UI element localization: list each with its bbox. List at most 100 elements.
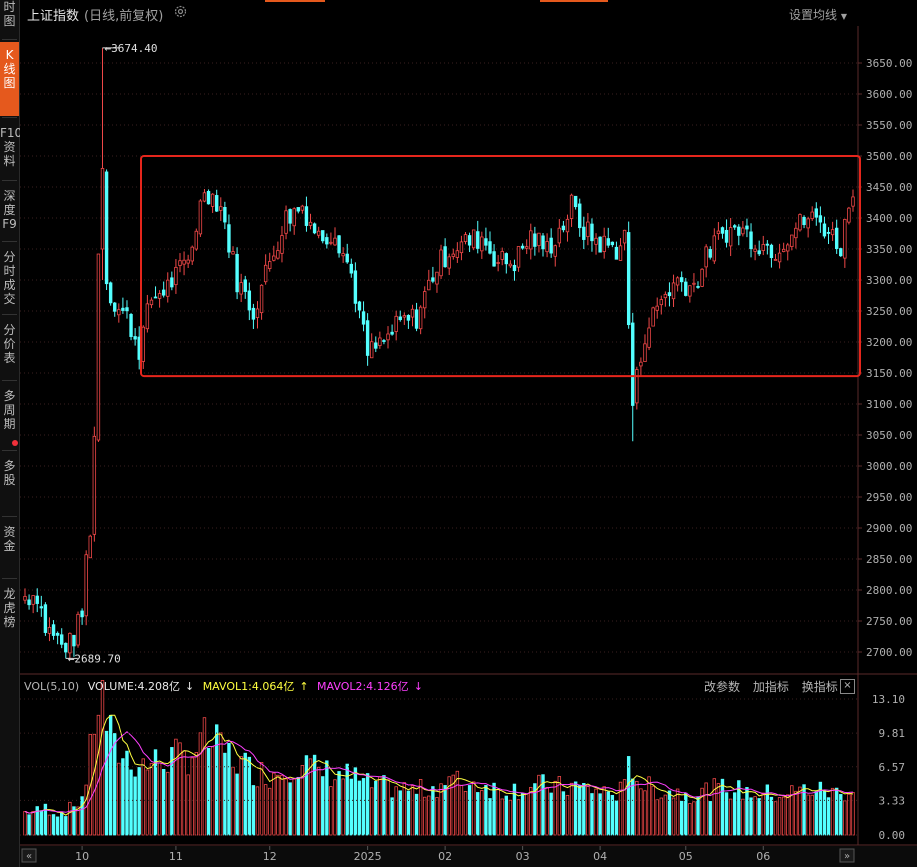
candle-body	[337, 235, 341, 254]
volume-bar	[463, 791, 468, 836]
ma-setting-button[interactable]: 设置均线 ▼	[789, 6, 847, 23]
volume-bar	[337, 771, 341, 836]
volume-bar	[137, 767, 141, 836]
candle-body	[304, 206, 309, 226]
volume-bar	[520, 793, 525, 836]
candle-body	[92, 435, 97, 535]
low-annotation: ←2689.70	[65, 652, 121, 665]
price-tick-label: 3400.00	[866, 212, 912, 225]
volume-bar	[728, 798, 733, 836]
candle-body	[728, 227, 733, 247]
candle-body	[582, 226, 586, 240]
sidebar-item-1[interactable]: K 线 图	[0, 42, 19, 116]
candle-body	[296, 207, 300, 212]
sidebar-item-9[interactable]: 龙 虎 榜	[3, 587, 16, 629]
price-tick-label: 2900.00	[866, 522, 912, 535]
price-tick-label: 3250.00	[866, 305, 912, 318]
candle-body	[753, 248, 757, 252]
candle-body	[259, 284, 264, 314]
volume-bar	[655, 799, 659, 836]
volume-bar	[684, 792, 688, 836]
candle-body	[100, 167, 105, 250]
candle-body	[516, 246, 521, 268]
candle-body	[541, 235, 545, 250]
candle-body	[321, 230, 325, 242]
sidebar-item-5[interactable]: 分 价 表	[3, 323, 16, 365]
scroll-left-button[interactable]: «	[21, 848, 37, 863]
sidebar-item-4[interactable]: 分 时 成 交	[3, 250, 16, 306]
volume-bar	[488, 798, 492, 836]
candle-body	[802, 216, 806, 226]
close-icon[interactable]: ×	[840, 679, 855, 694]
volume-bar	[374, 780, 378, 836]
candle-body	[537, 232, 541, 247]
candle-body	[524, 246, 529, 249]
modify-params-button[interactable]: 改参数	[704, 680, 741, 694]
x-axis-bg	[20, 846, 917, 867]
volume-bar	[141, 758, 145, 836]
volume-bar	[117, 762, 121, 836]
candle-body	[398, 316, 402, 321]
add-indicator-button[interactable]: 加指标	[752, 680, 789, 694]
price-tick-label: 3100.00	[866, 398, 912, 411]
candle-body	[153, 296, 158, 299]
volume-bar	[435, 797, 439, 836]
candle-body	[794, 227, 798, 239]
candle-body	[55, 632, 60, 636]
x-tick-label: 03	[516, 850, 530, 863]
candle-body	[121, 307, 125, 311]
volume-bar	[467, 785, 472, 836]
candle-body	[639, 361, 643, 367]
sidebar-item-6[interactable]: 多 周 期	[3, 389, 16, 431]
volume-bar	[206, 747, 211, 836]
sidebar-item-0[interactable]: 时 图	[3, 0, 16, 28]
volume-bar	[549, 792, 553, 836]
volume-bar	[121, 758, 125, 836]
candle-body	[769, 244, 774, 259]
volume-bar	[692, 801, 696, 836]
volume-bar	[104, 730, 109, 836]
sidebar: 时 图 K 线 图 F10 资 料深 度 F9 分 时 成 交分 价 表多 周 期多 …	[0, 0, 23, 867]
sidebar-item-7[interactable]: 多 股	[3, 459, 16, 487]
volume-bar	[512, 783, 517, 836]
volume-bar	[394, 786, 398, 836]
candle-body	[500, 251, 504, 260]
volume-bar	[231, 766, 235, 836]
sidebar-item-2[interactable]: F10 资 料	[0, 126, 23, 168]
gear-icon[interactable]	[174, 5, 187, 18]
volume-bar	[663, 794, 668, 836]
volume-bar	[161, 769, 166, 836]
sidebar-item-3[interactable]: 深 度 F9	[2, 189, 17, 231]
volume-bar	[724, 792, 729, 836]
candle-body	[284, 210, 288, 234]
volume-bar	[822, 790, 827, 836]
candle-body	[606, 238, 610, 246]
volume-bar	[480, 790, 484, 836]
candle-body	[378, 337, 382, 346]
candle-body	[455, 250, 460, 258]
volume-bar	[753, 796, 757, 836]
candle-body	[806, 218, 810, 229]
sidebar-item-8[interactable]: 资 金	[3, 525, 16, 553]
switch-indicator-button[interactable]: 换指标	[801, 680, 838, 694]
candle-body	[219, 206, 223, 211]
volume-bar	[830, 787, 835, 836]
volume-bar	[610, 794, 615, 836]
candle-body	[68, 632, 72, 654]
price-tick-label: 3550.00	[866, 119, 912, 132]
volume-bar	[602, 786, 606, 836]
top-accent-bar	[265, 0, 325, 2]
candle-body	[431, 277, 435, 282]
candle-body	[316, 230, 321, 236]
candle-body	[300, 205, 305, 211]
volume-bar	[749, 797, 753, 836]
scroll-right-button[interactable]: »	[839, 848, 855, 863]
volume-bar	[259, 762, 264, 836]
candle-body	[374, 342, 378, 349]
price-tick-label: 3050.00	[866, 429, 912, 442]
candle-body	[47, 627, 52, 634]
volume-bar	[773, 801, 778, 836]
volume-bar	[308, 758, 313, 836]
candle-body	[35, 595, 39, 604]
